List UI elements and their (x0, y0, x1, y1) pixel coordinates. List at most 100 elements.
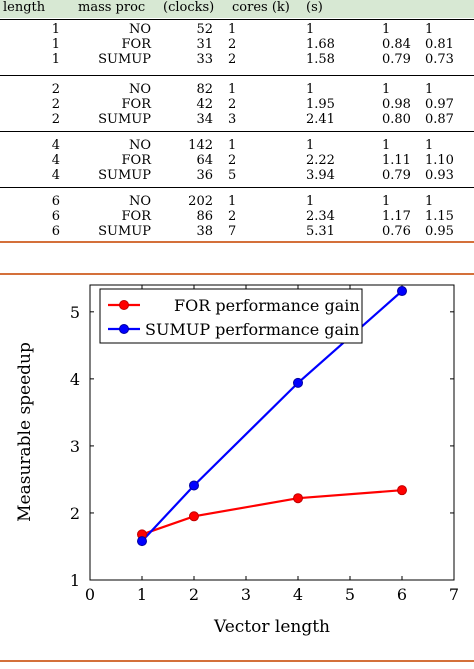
table-cell: 1 (51, 37, 60, 52)
table-cell: 2 (228, 97, 237, 112)
table-cell: 2.34 (306, 209, 335, 224)
data-point (293, 377, 303, 388)
table-group-rule (0, 75, 474, 76)
table-cell: 202 (188, 194, 213, 209)
table-cell: 6 (51, 209, 60, 224)
data-point (189, 480, 199, 491)
table-header-cell: cores (k) (232, 0, 290, 15)
table-group-rule (0, 131, 474, 132)
table-cell: 2.41 (306, 112, 335, 127)
x-tick-label: 5 (345, 585, 355, 604)
table-cell: SUMUP (98, 112, 151, 127)
table-cell: 3.94 (306, 168, 335, 183)
x-axis-label: Vector length (213, 617, 330, 637)
table-cell: 1 (228, 22, 237, 37)
table-cell: 2 (51, 112, 60, 127)
table-cell: 0.81 (425, 37, 454, 52)
table-cell: 1 (306, 22, 315, 37)
table-cell: NO (128, 82, 151, 97)
y-tick-label: 5 (70, 303, 80, 322)
table-cell: 1 (228, 82, 237, 97)
x-tick-label: 7 (449, 585, 459, 604)
table-cell: 1 (306, 138, 315, 153)
table-cell: 2 (51, 82, 60, 97)
table-cell: 2 (228, 52, 237, 67)
plot-frame (89, 284, 455, 581)
x-tick-label: 3 (241, 585, 251, 604)
y-tick-label: 2 (70, 504, 80, 523)
table-cell: FOR (121, 97, 151, 112)
table-cell: 0.87 (425, 112, 454, 127)
table-cell: 0.97 (425, 97, 454, 112)
table-cell: 6 (51, 194, 60, 209)
table-cell: 4 (51, 168, 60, 183)
x-tick-label: 6 (397, 585, 407, 604)
legend-marker-for (119, 300, 129, 310)
data-point (397, 485, 407, 496)
table-cell: 1 (425, 194, 434, 209)
table-cell: 2.22 (306, 153, 335, 168)
series-points (137, 286, 407, 547)
table-cell: 0.80 (382, 112, 411, 127)
y-tick-label: 4 (70, 370, 80, 389)
table-cell: 0.76 (382, 224, 411, 239)
table-cell: 1 (228, 194, 237, 209)
table-cell: 1 (51, 22, 60, 37)
x-tick-label: 4 (293, 585, 303, 604)
table-cell: 0.84 (382, 37, 411, 52)
table-cell: 2 (228, 37, 237, 52)
table-cell: SUMUP (98, 168, 151, 183)
table-cell: 1 (382, 22, 391, 37)
table-cell: 7 (228, 224, 237, 239)
table-cell: 42 (196, 97, 213, 112)
table-cell: 82 (196, 82, 213, 97)
table-cell: NO (128, 22, 151, 37)
table-cell: 5.31 (306, 224, 335, 239)
table-cell: 2 (51, 97, 60, 112)
table-cell: 1 (51, 52, 60, 67)
legend-label-for: FOR performance gain (174, 296, 360, 315)
table-bottom-accent-rule (0, 241, 474, 243)
table-cell: 38 (196, 224, 213, 239)
table-cell: 3 (228, 112, 237, 127)
table-cell: 1 (228, 138, 237, 153)
series-line-0 (141, 489, 403, 536)
table-cell: 0.98 (382, 97, 411, 112)
y-axis-label: Measurable speedup (15, 342, 35, 522)
table-cell: 1 (425, 22, 434, 37)
table-cell: 0.95 (425, 224, 454, 239)
x-tick-label: 0 (85, 585, 95, 604)
table-cell: SUMUP (98, 224, 151, 239)
table-cell: 1 (425, 82, 434, 97)
results-table: length mass proc (clocks) cores (k) (s) 1 NO 5… (0, 0, 474, 244)
table-cell: 1.15 (425, 209, 454, 224)
data-point (189, 511, 199, 522)
table-cell: 142 (188, 138, 213, 153)
table-cell: 6 (51, 224, 60, 239)
legend-label-sumup: SUMUP performance gain (145, 320, 359, 339)
table-cell: FOR (121, 37, 151, 52)
table-cell: 5 (228, 168, 237, 183)
table-cell: 1 (382, 82, 391, 97)
table-cell: NO (128, 138, 151, 153)
table-cell: 0.73 (425, 52, 454, 67)
data-point (293, 493, 303, 504)
table-cell: 1.95 (306, 97, 335, 112)
legend-marker-sumup (119, 324, 129, 334)
table-cell: SUMUP (98, 52, 151, 67)
table-cell: 1.11 (382, 153, 411, 168)
table-cell: 4 (51, 138, 60, 153)
data-point (397, 286, 407, 297)
table-header-cell: (clocks) (163, 0, 215, 15)
table-header-cell: (s) (306, 0, 323, 15)
legend: FOR performance gain SUMUP performance g… (99, 288, 363, 344)
table-cell: 34 (196, 112, 213, 127)
table-cell: 1 (425, 138, 434, 153)
table-cell: 1.58 (306, 52, 335, 67)
table-header-cell: length (3, 0, 46, 15)
table-cell: 1 (306, 194, 315, 209)
x-tick-label: 2 (189, 585, 199, 604)
y-tick-label: 3 (70, 437, 80, 456)
